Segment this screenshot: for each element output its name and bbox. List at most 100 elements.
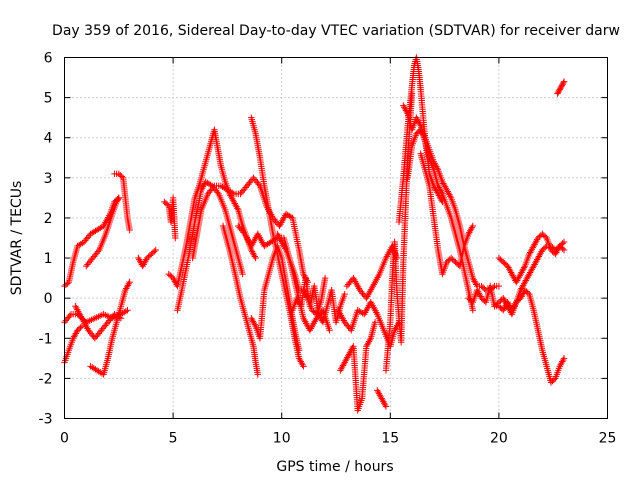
series-sat-7 xyxy=(111,170,133,234)
x-tick-label: 20 xyxy=(490,431,508,447)
data-point xyxy=(80,238,88,246)
data-point xyxy=(103,320,110,328)
y-tick-label: 5 xyxy=(44,91,53,107)
data-point xyxy=(230,198,238,206)
data-point xyxy=(171,278,179,285)
y-axis-label: SDTVAR / TECUs xyxy=(9,181,25,296)
data-point xyxy=(413,114,420,121)
x-tick-label: 10 xyxy=(273,431,291,447)
data-point xyxy=(510,303,517,311)
data-point xyxy=(91,335,99,342)
data-point xyxy=(346,279,353,287)
data-point xyxy=(94,248,102,255)
data-point xyxy=(524,289,532,297)
data-point xyxy=(478,294,485,302)
data-point xyxy=(344,354,351,361)
data-point xyxy=(254,179,261,186)
data-point xyxy=(518,269,525,276)
data-point xyxy=(93,367,101,374)
data-point xyxy=(560,246,568,254)
data-point xyxy=(295,347,303,354)
data-point xyxy=(277,237,285,244)
data-point xyxy=(357,288,365,295)
data-point xyxy=(87,330,95,337)
data-point xyxy=(88,229,96,237)
data-point xyxy=(100,323,108,331)
data-point xyxy=(371,319,379,326)
data-point xyxy=(204,179,211,187)
data-point xyxy=(481,285,488,293)
data-point xyxy=(479,296,487,303)
data-point xyxy=(400,102,407,109)
data-point xyxy=(118,173,125,180)
data-point xyxy=(151,248,158,255)
data-point xyxy=(556,242,563,250)
data-point xyxy=(430,158,437,165)
data-point xyxy=(500,305,508,312)
data-point xyxy=(115,170,122,178)
data-point xyxy=(560,355,568,362)
data-point xyxy=(237,190,244,198)
data-point xyxy=(500,307,507,314)
data-point xyxy=(505,300,512,307)
data-point xyxy=(300,270,307,278)
data-point xyxy=(97,224,104,232)
data-point xyxy=(420,132,428,140)
data-point xyxy=(526,269,534,276)
data-point xyxy=(209,184,217,191)
data-point xyxy=(500,294,507,302)
data-point xyxy=(146,252,154,259)
data-point xyxy=(217,182,225,190)
data-point xyxy=(533,238,540,245)
data-point xyxy=(504,298,511,306)
data-point xyxy=(414,129,422,136)
data-point xyxy=(468,224,476,231)
data-point xyxy=(554,90,561,97)
data-point xyxy=(356,308,363,315)
data-point xyxy=(264,240,271,248)
data-point xyxy=(374,387,381,394)
x-axis-label: GPS time / hours xyxy=(276,459,393,475)
data-point xyxy=(281,245,289,252)
data-point xyxy=(255,181,262,188)
data-point xyxy=(518,285,525,292)
data-point xyxy=(293,294,301,302)
data-point xyxy=(392,325,399,332)
data-point xyxy=(93,333,100,340)
data-point xyxy=(236,224,243,231)
data-point xyxy=(401,105,409,113)
data-point xyxy=(479,284,487,291)
series-sat-13 xyxy=(219,222,262,378)
data-point xyxy=(66,312,73,320)
x-tick-label: 25 xyxy=(599,431,617,447)
data-point xyxy=(391,327,398,334)
data-point xyxy=(509,305,517,312)
data-point xyxy=(542,233,549,240)
data-point xyxy=(124,282,132,289)
data-point xyxy=(143,254,151,262)
data-point xyxy=(466,229,473,236)
data-point xyxy=(446,191,453,198)
data-point xyxy=(202,178,209,186)
data-point xyxy=(495,302,503,310)
data-point xyxy=(237,225,245,233)
data-point xyxy=(435,184,443,191)
axis-ticks xyxy=(64,57,608,419)
data-point xyxy=(537,250,544,257)
data-point xyxy=(495,282,503,290)
data-point xyxy=(492,301,500,309)
y-tick-label: 4 xyxy=(44,131,53,147)
data-point xyxy=(527,247,535,255)
data-point xyxy=(500,296,508,303)
data-point xyxy=(249,318,257,325)
data-point xyxy=(266,239,273,247)
data-point xyxy=(113,198,120,206)
data-point xyxy=(519,291,526,299)
data-point xyxy=(528,266,536,273)
data-point xyxy=(149,249,157,256)
data-point xyxy=(92,251,99,259)
data-point xyxy=(296,356,304,364)
data-point xyxy=(364,341,371,348)
data-point xyxy=(555,87,563,95)
